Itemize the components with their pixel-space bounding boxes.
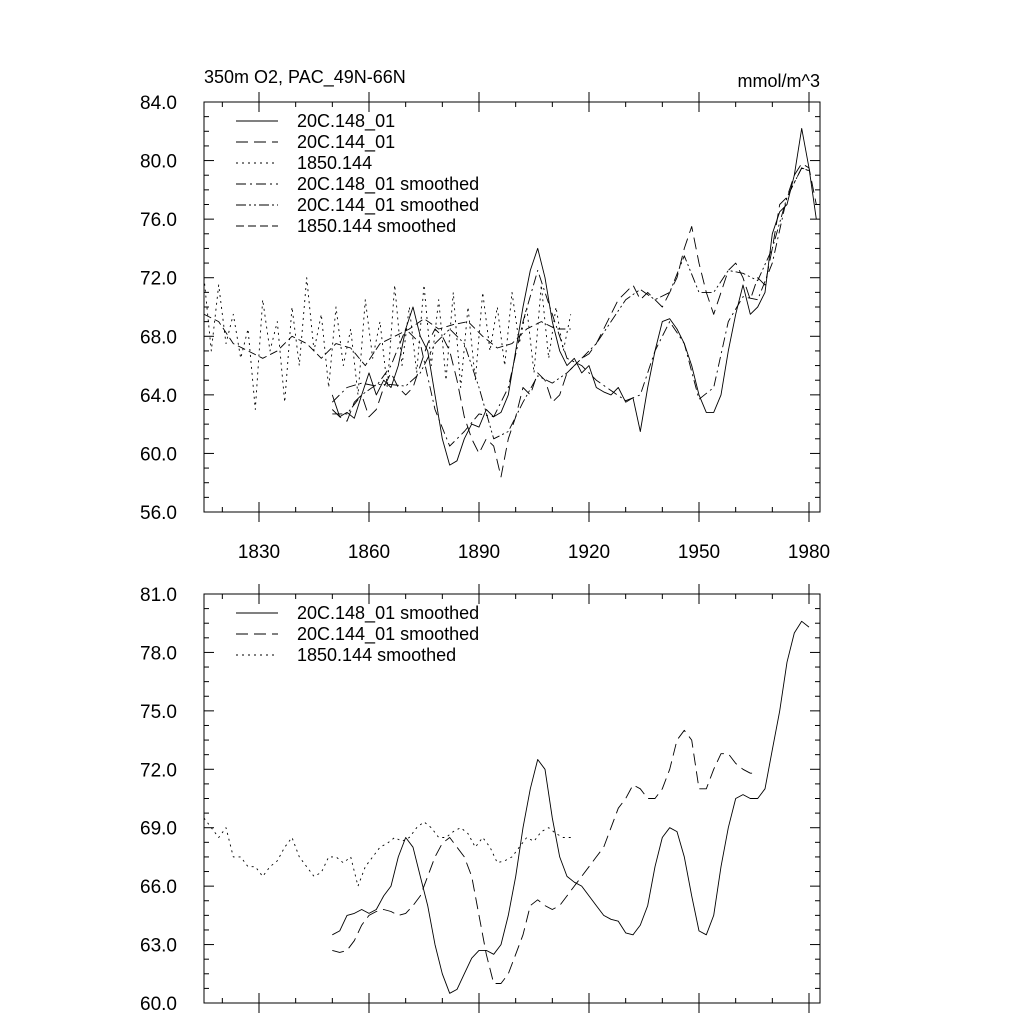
y-tick-label: 81.0 — [140, 585, 177, 606]
y-tick-label: 66.0 — [140, 877, 177, 898]
legend-label: 20C.144_01 smoothed — [297, 195, 479, 216]
bottom-panel: 60.0 63.0 66.0 69.0 72.0 75.0 78.0 81.0 20C.148_… — [140, 584, 821, 1015]
chart-title: 350m O2, PAC_49N-66N — [204, 67, 406, 88]
legend-label: 20C.148_01 smoothed — [297, 603, 479, 624]
y-tick-label: 56.0 — [140, 503, 177, 524]
legend-label: 20C.148_01 — [297, 111, 395, 132]
y-tick-label: 80.0 — [140, 152, 177, 173]
y-tick-label: 63.0 — [140, 936, 177, 957]
series-line-2 — [332, 729, 758, 984]
series-line-1 — [332, 620, 810, 994]
x-tick-label: 1890 — [458, 542, 500, 563]
y-tick-label: 72.0 — [140, 760, 177, 781]
units-label: mmol/m^3 — [738, 71, 820, 91]
legend-label: 20C.144_01 — [297, 132, 395, 153]
y-tick-label: 84.0 — [140, 93, 177, 114]
y-tick-label: 72.0 — [140, 269, 177, 290]
y-tick-label: 60.0 — [140, 444, 177, 465]
x-tick-label: 1830 — [238, 542, 280, 563]
top-panel: 56.0 60.0 64.0 68.0 72.0 76.0 80.0 84.0 1830 1860… — [140, 67, 830, 563]
legend-label: 20C.148_01 smoothed — [297, 174, 479, 195]
series-line-5 — [332, 167, 810, 440]
legend-label: 1850.144 — [297, 153, 372, 173]
x-tick-label: 1860 — [348, 542, 390, 563]
series-line-3 — [204, 817, 571, 887]
y-tick-label: 75.0 — [140, 702, 177, 723]
legend-label: 1850.144 smoothed — [297, 216, 456, 236]
series-line-4 — [331, 167, 810, 447]
y-tick-label: 64.0 — [140, 386, 177, 407]
x-tick-label: 1980 — [788, 542, 830, 563]
x-tick-label: 1950 — [678, 542, 720, 563]
legend-label: 1850.144 smoothed — [297, 645, 456, 665]
y-tick-label: 76.0 — [140, 210, 177, 231]
series-line-2 — [331, 163, 817, 478]
legend-label: 20C.144_01 smoothed — [297, 624, 479, 645]
y-tick-label: 69.0 — [140, 819, 177, 840]
series-line-3 — [204, 277, 572, 410]
series-line-6 — [204, 313, 571, 367]
series-line-1 — [331, 127, 817, 466]
x-tick-label: 1920 — [568, 542, 610, 563]
y-tick-label: 68.0 — [140, 327, 177, 348]
y-tick-label: 60.0 — [140, 994, 177, 1015]
y-tick-label: 78.0 — [140, 643, 177, 664]
